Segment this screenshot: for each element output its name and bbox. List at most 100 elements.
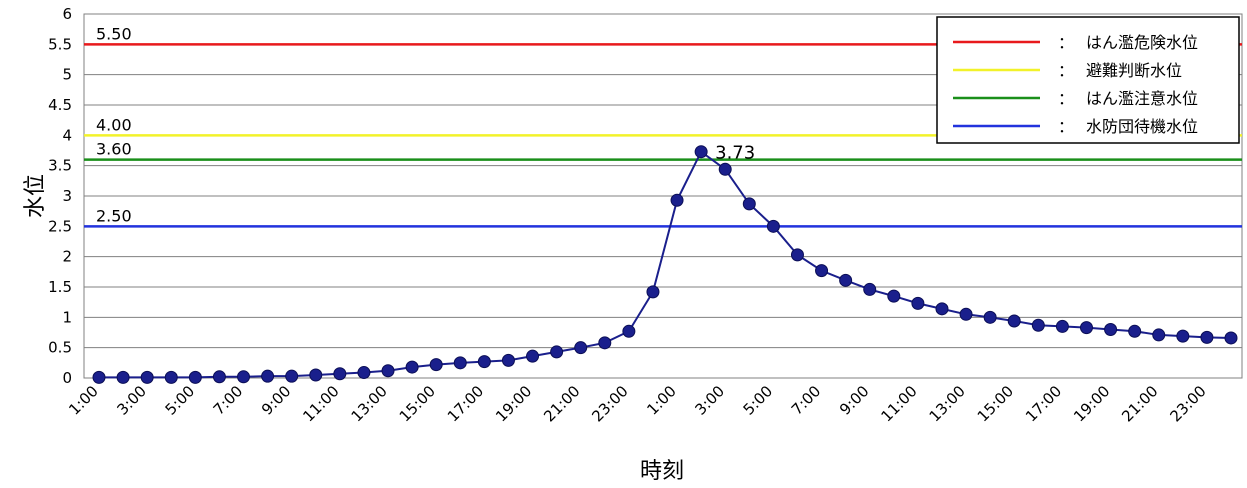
x-tick-label: 17:00 (1022, 382, 1065, 425)
grid-lines (84, 43, 1242, 349)
y-tick-label: 4 (62, 126, 72, 144)
legend-entry-label: はん濫危険水位 (1086, 33, 1198, 52)
data-point (1200, 330, 1214, 344)
data-point (598, 336, 612, 350)
data-point (285, 369, 299, 383)
data-point (790, 248, 804, 262)
data-point (1152, 328, 1166, 342)
data-point (477, 355, 491, 369)
x-tick-label: 5:00 (162, 382, 199, 419)
y-axis-title: 水位 (23, 174, 48, 218)
legend-separator: ： (1058, 33, 1074, 52)
y-tick-label: 1.5 (48, 278, 72, 296)
data-point (815, 264, 829, 278)
x-axis-ticks: 1:00 3:00 5:00 7:00 9:00 11:00 13:00 15:00 17:00… (65, 382, 1209, 425)
x-tick-label: 3:00 (113, 382, 150, 419)
legend-entry-label: 水防団待機水位 (1086, 117, 1198, 136)
legend-box (936, 16, 1240, 144)
reference-line-label: 3.60 (96, 140, 132, 159)
data-point (92, 370, 106, 384)
x-axis-title: 時刻 (640, 459, 684, 484)
data-point (309, 368, 323, 382)
data-point (718, 162, 732, 176)
data-point (911, 296, 925, 310)
x-tick-label: 3:00 (691, 382, 728, 419)
reference-line-label: 4.00 (96, 115, 132, 134)
data-point (742, 197, 756, 211)
legend-entry-label: はん濫注意水位 (1086, 89, 1198, 108)
y-axis-ticks: 0 0.5 1 1.5 2 2.5 3 3.5 4 4.5 5 5.5 6 (48, 5, 72, 387)
x-tick-label: 15:00 (974, 382, 1017, 425)
data-point (887, 289, 901, 303)
data-point (526, 349, 540, 363)
data-point (357, 366, 371, 380)
x-tick-label: 19:00 (492, 382, 535, 425)
data-point (1055, 319, 1069, 333)
reference-line-label: 2.50 (96, 206, 132, 225)
reference-line-label: 5.50 (96, 24, 132, 43)
y-tick-label: 2.5 (48, 217, 72, 235)
y-tick-label: 4.5 (48, 96, 72, 114)
data-point (1104, 322, 1118, 336)
data-point (839, 273, 853, 287)
data-point (935, 302, 949, 316)
x-tick-label: 17:00 (444, 382, 487, 425)
data-point (212, 370, 226, 384)
x-tick-label: 1:00 (643, 382, 680, 419)
x-tick-label: 11:00 (877, 382, 920, 425)
data-point (405, 360, 419, 374)
x-tick-label: 9:00 (836, 382, 873, 419)
data-point (1079, 321, 1093, 335)
y-tick-label: 3.5 (48, 157, 72, 175)
y-tick-label: 0.5 (48, 339, 72, 357)
data-point (550, 345, 564, 359)
legend-separator: ： (1058, 89, 1074, 108)
data-point (863, 282, 877, 296)
x-tick-label: 5:00 (740, 382, 777, 419)
data-point (381, 364, 395, 378)
x-tick-label: 19:00 (1070, 382, 1113, 425)
legend: ： はん濫危険水位 ： 避難判断水位 ： はん濫注意水位 ： 水防団待機水位 (936, 16, 1240, 144)
data-point (1031, 318, 1045, 332)
x-tick-label: 21:00 (540, 382, 583, 425)
peak-value-label: 3.73 (715, 143, 755, 164)
data-point (983, 310, 997, 324)
x-tick-label: 23:00 (1166, 382, 1209, 425)
x-tick-label: 21:00 (1118, 382, 1161, 425)
data-point (694, 145, 708, 159)
x-tick-label: 13:00 (348, 382, 391, 425)
data-point (1176, 329, 1190, 343)
x-tick-label: 15:00 (396, 382, 439, 425)
y-tick-label: 0 (62, 369, 72, 387)
x-tick-label: 7:00 (210, 382, 247, 419)
data-point (574, 341, 588, 355)
data-point (1128, 324, 1142, 338)
data-point (501, 353, 515, 367)
legend-separator: ： (1058, 61, 1074, 80)
x-tick-label: 13:00 (926, 382, 969, 425)
x-tick-label: 7:00 (788, 382, 825, 419)
data-point (116, 370, 130, 384)
data-point (453, 356, 467, 370)
legend-entry-label: 避難判断水位 (1086, 61, 1182, 80)
data-point (622, 324, 636, 338)
y-tick-label: 6 (62, 5, 72, 23)
x-tick-label: 23:00 (588, 382, 631, 425)
series-points (92, 145, 1238, 384)
data-point (1224, 331, 1238, 345)
data-point (164, 370, 178, 384)
data-point (959, 307, 973, 321)
data-point (670, 193, 684, 207)
x-tick-label: 1:00 (65, 382, 102, 419)
x-tick-label: 9:00 (258, 382, 295, 419)
y-tick-label: 2 (62, 248, 72, 266)
x-tick-label: 11:00 (299, 382, 342, 425)
data-point (766, 219, 780, 233)
legend-separator: ： (1058, 117, 1074, 136)
y-tick-label: 5.5 (48, 35, 72, 53)
y-tick-label: 3 (62, 187, 72, 205)
data-point (237, 370, 251, 384)
data-point (429, 358, 443, 372)
annotations: 3.73 (715, 143, 755, 164)
